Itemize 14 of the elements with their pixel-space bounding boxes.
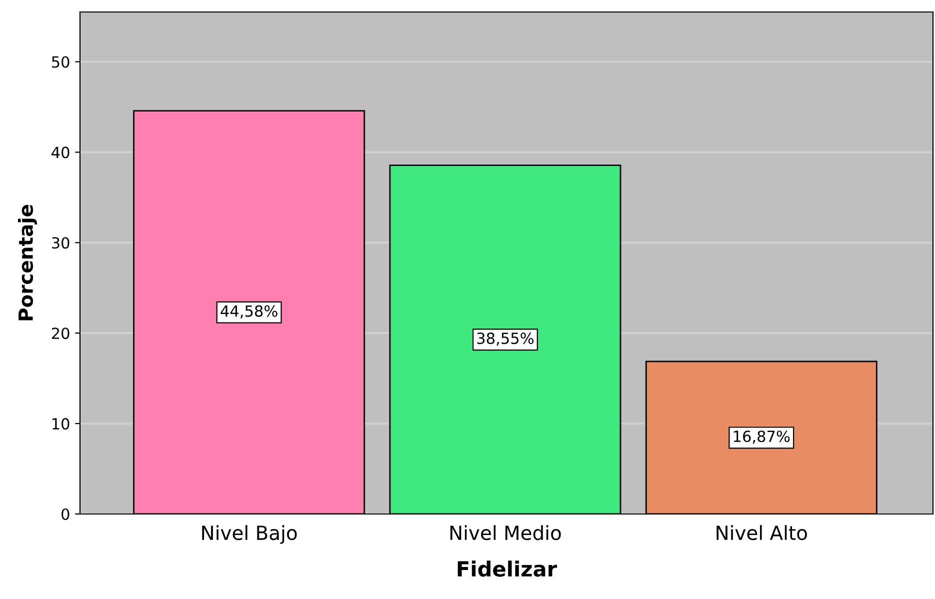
x-tick-label: Nivel Medio — [450, 525, 561, 540]
y-tick-label: 30 — [52, 237, 70, 249]
x-tick-label: Nivel Bajo — [202, 525, 297, 544]
y-tick-label: 50 — [52, 56, 70, 68]
y-tick-label: 0 — [62, 508, 70, 520]
x-tick-label: Nivel Alto — [716, 525, 807, 540]
data-label: 44,58% — [220, 305, 278, 318]
y-tick-label: 20 — [52, 328, 70, 340]
x-axis-title: Fidelizar — [458, 560, 558, 577]
data-label: 16,87% — [734, 430, 790, 444]
data-label: 38,55% — [477, 332, 534, 346]
y-tick-label: 40 — [52, 146, 70, 158]
y-axis-title: Porcentaje — [18, 204, 37, 320]
y-tick-label: 10 — [52, 418, 70, 430]
